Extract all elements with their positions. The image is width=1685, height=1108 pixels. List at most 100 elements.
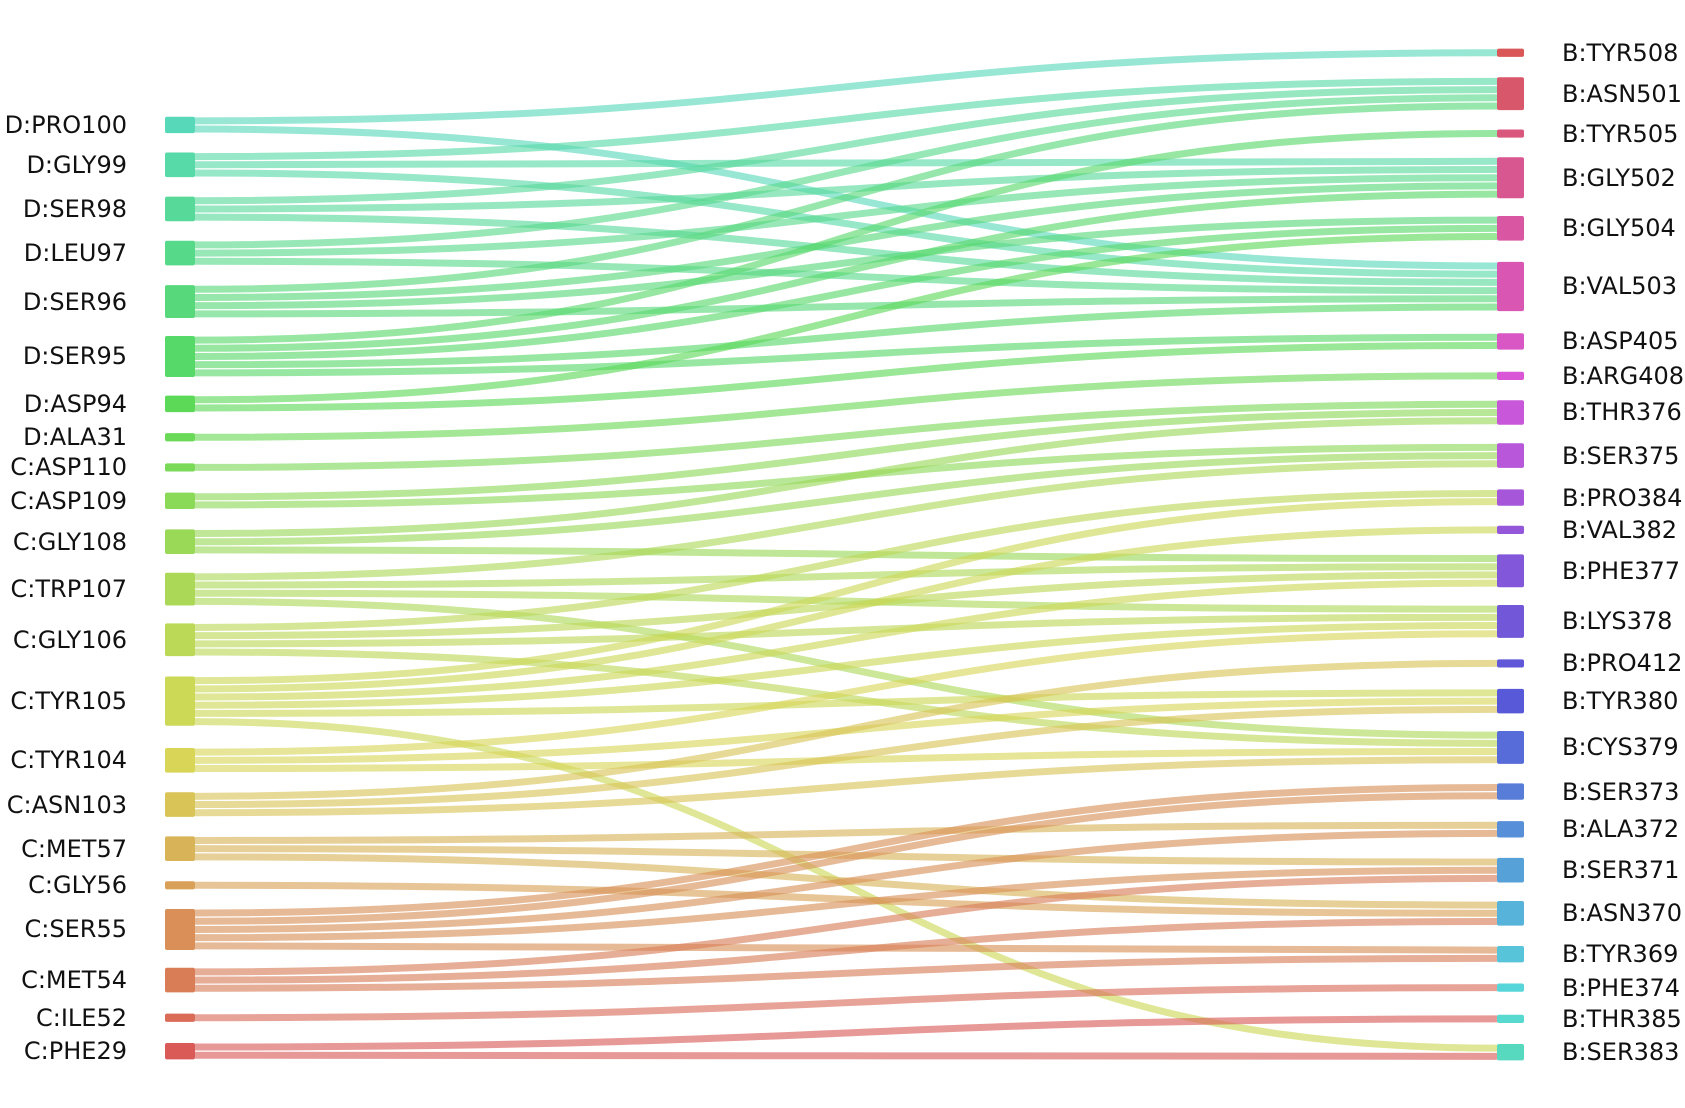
- node-B:SER371: [1497, 857, 1524, 883]
- link-C:GLY56-B:ASN370: [194, 881, 1498, 917]
- link-C:SER55-B:ALA372: [194, 829, 1498, 933]
- node-D:PRO100: [165, 116, 195, 134]
- node-C:TYR105: [165, 676, 195, 726]
- link-C:GLY108-B:SER375: [194, 452, 1498, 546]
- link-C:PHE29-B:THR385: [194, 1015, 1498, 1051]
- link-D:LEU97-B:GLY502: [194, 174, 1498, 257]
- link-D:LEU97-B:ASN501: [194, 94, 1498, 249]
- node-label: C:MET57: [21, 834, 127, 863]
- node-label: B:ASP405: [1562, 327, 1679, 356]
- link-C:GLY106-B:LYS378: [194, 613, 1498, 648]
- link-C:TRP107-B:PHE377: [194, 563, 1498, 589]
- node-B:SER373: [1497, 783, 1524, 800]
- node-label: B:VAL382: [1562, 515, 1678, 544]
- link-D:GLY99-B:ASN501: [194, 77, 1498, 161]
- links-layer: [194, 49, 1498, 1060]
- node-label: B:ARG408: [1562, 361, 1685, 390]
- nodes-layer: [165, 48, 1524, 1061]
- node-label: C:GLY108: [12, 527, 127, 556]
- link-C:GLY106-B:PHE377: [194, 571, 1498, 640]
- link-C:PHE29-B:SER383: [194, 1051, 1498, 1060]
- link-D:SER96-B:VAL503: [194, 295, 1498, 318]
- node-B:VAL382: [1497, 525, 1524, 534]
- node-D:SER95: [165, 335, 195, 377]
- node-C:ILE52: [165, 1013, 195, 1022]
- link-C:MET54-B:TYR369: [194, 954, 1498, 992]
- link-D:SER95-B:GLY502: [194, 190, 1498, 352]
- node-B:ARG408: [1497, 371, 1524, 380]
- link-C:ASP109-B:THR376: [194, 408, 1498, 501]
- node-label: D:SER95: [22, 342, 127, 371]
- node-label: B:PRO384: [1562, 483, 1683, 512]
- link-D:ASP94-B:GLY504: [194, 233, 1498, 404]
- link-D:ASP94-B:ASP405: [194, 342, 1498, 412]
- link-D:LEU97-B:VAL503: [194, 257, 1498, 295]
- node-label: B:SER383: [1562, 1038, 1680, 1067]
- node-label: C:ASN103: [6, 790, 127, 819]
- node-label: C:MET54: [21, 966, 127, 995]
- node-label: B:TYR508: [1562, 38, 1679, 67]
- node-label: B:SER373: [1562, 777, 1680, 806]
- link-C:TYR105-B:LYS378: [194, 622, 1498, 709]
- node-B:GLY504: [1497, 216, 1524, 241]
- node-B:VAL503: [1497, 261, 1524, 312]
- link-D:PRO100-B:TYR508: [194, 49, 1498, 125]
- node-C:TYR104: [165, 748, 195, 773]
- link-D:SER98-B:GLY502: [194, 166, 1498, 213]
- node-label: C:ASP110: [10, 453, 127, 482]
- node-label: B:PHE374: [1562, 973, 1681, 1002]
- node-label: C:ASP109: [10, 486, 127, 515]
- node-label: B:TYR380: [1562, 687, 1679, 716]
- link-C:ASN103-B:TYR380: [194, 705, 1498, 809]
- node-D:SER98: [165, 196, 195, 222]
- node-B:ASP405: [1497, 333, 1524, 350]
- node-B:THR385: [1497, 1014, 1524, 1023]
- node-B:THR376: [1497, 400, 1524, 425]
- link-C:ASN103-B:CYS379: [194, 756, 1498, 817]
- node-label: D:ASP94: [23, 389, 127, 418]
- link-C:MET57-B:ALA372: [194, 821, 1498, 844]
- node-D:GLY99: [165, 152, 195, 178]
- node-label: B:TYR505: [1562, 119, 1679, 148]
- node-B:PHE377: [1497, 554, 1524, 588]
- link-C:TRP107-B:LYS378: [194, 589, 1498, 613]
- link-C:TYR105-B:PHE377: [194, 579, 1498, 701]
- node-label: C:PHE29: [23, 1037, 127, 1066]
- node-C:PHE29: [165, 1042, 195, 1060]
- node-label: D:GLY99: [26, 150, 127, 179]
- node-label: D:SER98: [22, 194, 127, 223]
- link-D:SER95-B:GLY504: [194, 224, 1498, 360]
- node-B:TYR380: [1497, 688, 1524, 714]
- link-D:SER96-B:ASN501: [194, 102, 1498, 293]
- link-C:GLY106-B:CYS379: [194, 648, 1498, 747]
- node-B:SER375: [1497, 443, 1524, 468]
- link-D:ALA31-B:ARG408: [194, 372, 1498, 441]
- node-D:SER96: [165, 285, 195, 318]
- node-C:GLY108: [165, 529, 195, 555]
- node-B:LYS378: [1497, 605, 1524, 638]
- node-D:ALA31: [165, 433, 195, 442]
- node-label: D:LEU97: [23, 239, 127, 268]
- node-label: D:PRO100: [4, 110, 127, 139]
- link-D:SER96-B:GLY504: [194, 216, 1498, 310]
- node-B:ALA372: [1497, 821, 1524, 838]
- link-D:SER95-B:TYR505: [194, 130, 1498, 344]
- node-C:SER55: [165, 908, 195, 950]
- node-label: B:SER375: [1562, 441, 1680, 470]
- link-C:TYR105-B:PRO384: [194, 498, 1498, 685]
- link-C:MET54-B:SER371: [194, 874, 1498, 976]
- node-label: B:GLY502: [1562, 163, 1676, 192]
- node-B:PRO384: [1497, 489, 1524, 506]
- node-label: C:ILE52: [36, 1003, 127, 1032]
- node-B:PHE374: [1497, 983, 1524, 992]
- node-label: D:SER96: [22, 287, 127, 316]
- node-label: B:LYS378: [1562, 607, 1673, 636]
- node-label: B:ASN501: [1562, 79, 1682, 108]
- node-label: C:GLY56: [28, 871, 127, 900]
- link-C:SER55-B:SER373: [194, 792, 1498, 925]
- node-label: C:TYR104: [10, 746, 127, 775]
- node-B:ASN370: [1497, 900, 1524, 926]
- link-D:SER96-B:GLY502: [194, 182, 1498, 301]
